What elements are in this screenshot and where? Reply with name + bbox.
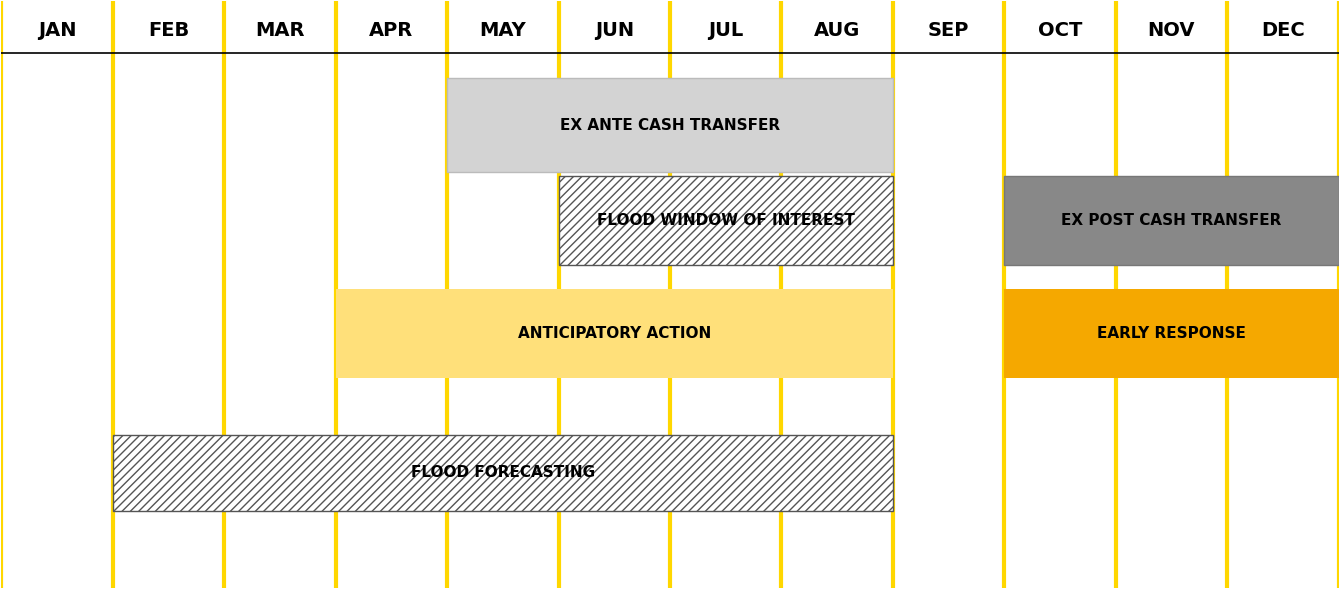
Text: JUN: JUN bbox=[595, 21, 634, 39]
Text: NOV: NOV bbox=[1147, 21, 1195, 39]
Text: JAN: JAN bbox=[38, 21, 76, 39]
Text: EX ANTE CASH TRANSFER: EX ANTE CASH TRANSFER bbox=[560, 118, 780, 133]
Text: MAR: MAR bbox=[255, 21, 304, 39]
Text: APR: APR bbox=[370, 21, 414, 39]
Text: ANTICIPATORY ACTION: ANTICIPATORY ACTION bbox=[517, 326, 712, 341]
Text: MAY: MAY bbox=[480, 21, 527, 39]
Text: FLOOD WINDOW OF INTEREST: FLOOD WINDOW OF INTEREST bbox=[596, 213, 855, 228]
Text: JUL: JUL bbox=[708, 21, 744, 39]
Bar bbox=[336, 289, 892, 378]
Bar bbox=[113, 435, 892, 511]
Text: AUG: AUG bbox=[813, 21, 860, 39]
Text: OCT: OCT bbox=[1038, 21, 1083, 39]
Bar bbox=[1004, 176, 1339, 264]
Bar bbox=[559, 176, 892, 264]
Bar bbox=[1004, 289, 1339, 378]
Text: SEP: SEP bbox=[927, 21, 969, 39]
Text: EX POST CASH TRANSFER: EX POST CASH TRANSFER bbox=[1061, 213, 1281, 228]
Bar bbox=[448, 78, 892, 172]
Text: FLOOD FORECASTING: FLOOD FORECASTING bbox=[411, 465, 595, 481]
Text: EARLY RESPONSE: EARLY RESPONSE bbox=[1097, 326, 1246, 341]
Text: DEC: DEC bbox=[1261, 21, 1305, 39]
Text: FEB: FEB bbox=[147, 21, 189, 39]
